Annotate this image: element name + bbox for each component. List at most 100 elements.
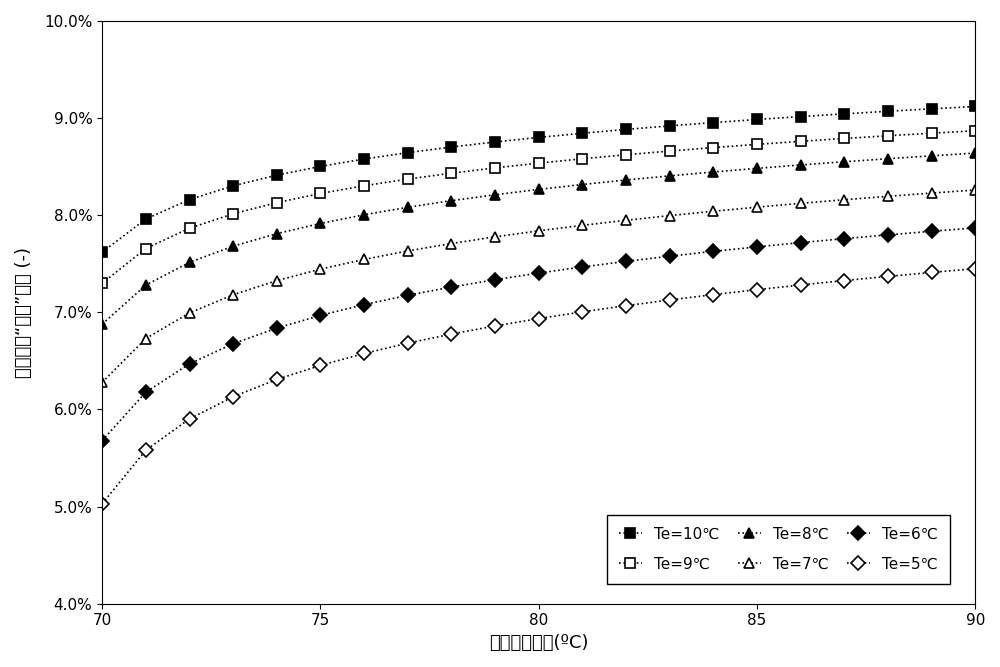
Te=5℃ <box>533 315 545 323</box>
Te=5℃ <box>489 322 501 330</box>
Te=7℃ <box>838 195 850 203</box>
Te=7℃ <box>184 309 196 317</box>
Te=6℃ <box>707 247 719 255</box>
Te=5℃ <box>838 277 850 285</box>
Te=5℃ <box>969 265 981 273</box>
Te=5℃ <box>314 362 326 370</box>
Te=7℃ <box>96 378 108 386</box>
Te=10℃ <box>838 110 850 118</box>
Te=10℃ <box>576 129 588 137</box>
Te=8℃ <box>96 320 108 328</box>
Te=9℃ <box>620 151 632 159</box>
Te=10℃ <box>533 133 545 141</box>
Te=6℃ <box>533 269 545 277</box>
Te=10℃ <box>402 149 414 157</box>
Te=8℃ <box>140 281 152 289</box>
Te=10℃ <box>271 171 283 179</box>
Te=10℃ <box>969 103 981 111</box>
Line: Te=10℃: Te=10℃ <box>97 101 980 257</box>
Te=6℃ <box>489 275 501 283</box>
Te=7℃ <box>314 265 326 273</box>
Te=6℃ <box>96 437 108 445</box>
Te=6℃ <box>271 324 283 332</box>
Te=6℃ <box>314 311 326 319</box>
Te=5℃ <box>271 376 283 384</box>
Te=10℃ <box>489 138 501 146</box>
Te=6℃ <box>140 388 152 396</box>
Te=5℃ <box>96 500 108 508</box>
Te=5℃ <box>402 339 414 347</box>
Te=10℃ <box>620 125 632 133</box>
Te=6℃ <box>751 243 763 251</box>
Te=9℃ <box>882 132 894 140</box>
Te=10℃ <box>882 107 894 115</box>
Te=7℃ <box>620 216 632 224</box>
Te=5℃ <box>140 446 152 454</box>
Te=9℃ <box>751 140 763 148</box>
Te=8℃ <box>969 149 981 157</box>
Te=8℃ <box>445 197 457 205</box>
Te=6℃ <box>664 252 676 260</box>
Te=6℃ <box>620 257 632 265</box>
Te=5℃ <box>184 415 196 423</box>
Te=8℃ <box>271 229 283 237</box>
Te=5℃ <box>445 330 457 338</box>
Te=8℃ <box>227 242 239 250</box>
Te=8℃ <box>358 211 370 219</box>
Te=7℃ <box>751 203 763 211</box>
Te=7℃ <box>445 239 457 247</box>
Line: Te=7℃: Te=7℃ <box>97 185 980 387</box>
Line: Te=8℃: Te=8℃ <box>97 148 980 329</box>
Te=7℃ <box>882 192 894 200</box>
Te=7℃ <box>533 227 545 235</box>
Te=7℃ <box>489 233 501 241</box>
Te=5℃ <box>227 393 239 401</box>
Te=8℃ <box>926 152 938 160</box>
Te=6℃ <box>402 291 414 299</box>
Te=7℃ <box>576 221 588 229</box>
Te=5℃ <box>576 308 588 316</box>
Te=9℃ <box>227 210 239 218</box>
Te=9℃ <box>664 147 676 155</box>
Te=5℃ <box>882 272 894 280</box>
Te=7℃ <box>707 207 719 215</box>
Te=9℃ <box>489 164 501 172</box>
Te=8℃ <box>751 164 763 172</box>
Te=10℃ <box>227 182 239 190</box>
Te=9℃ <box>314 189 326 197</box>
Te=8℃ <box>533 185 545 193</box>
Te=6℃ <box>227 340 239 348</box>
Te=9℃ <box>707 143 719 151</box>
Te=8℃ <box>664 172 676 180</box>
Legend: Te=10℃, Te=9℃, Te=8℃, Te=7℃, Te=6℃, Te=5℃: Te=10℃, Te=9℃, Te=8℃, Te=7℃, Te=6℃, Te=5… <box>607 514 950 584</box>
Te=8℃ <box>882 155 894 163</box>
Te=10℃ <box>358 155 370 163</box>
Te=7℃ <box>140 335 152 343</box>
Te=9℃ <box>576 155 588 163</box>
Te=8℃ <box>838 157 850 165</box>
Te=9℃ <box>533 159 545 167</box>
Te=7℃ <box>795 199 807 207</box>
Te=5℃ <box>926 268 938 276</box>
X-axis label: 设定发生温度(ºC): 设定发生温度(ºC) <box>489 634 589 652</box>
Te=5℃ <box>620 301 632 309</box>
Line: Te=6℃: Te=6℃ <box>97 223 980 446</box>
Te=8℃ <box>620 176 632 184</box>
Te=6℃ <box>882 231 894 239</box>
Te=10℃ <box>926 105 938 113</box>
Te=10℃ <box>445 143 457 151</box>
Te=7℃ <box>227 291 239 299</box>
Y-axis label: 系统设计“火用”效率 (-): 系统设计“火用”效率 (-) <box>15 247 33 378</box>
Line: Te=9℃: Te=9℃ <box>97 126 980 288</box>
Te=9℃ <box>140 245 152 253</box>
Te=9℃ <box>358 182 370 190</box>
Te=9℃ <box>96 279 108 287</box>
Te=9℃ <box>795 137 807 145</box>
Te=6℃ <box>795 239 807 247</box>
Line: Te=5℃: Te=5℃ <box>97 263 980 508</box>
Te=10℃ <box>664 122 676 130</box>
Te=7℃ <box>664 211 676 219</box>
Te=5℃ <box>358 350 370 358</box>
Te=6℃ <box>358 301 370 309</box>
Te=9℃ <box>838 135 850 143</box>
